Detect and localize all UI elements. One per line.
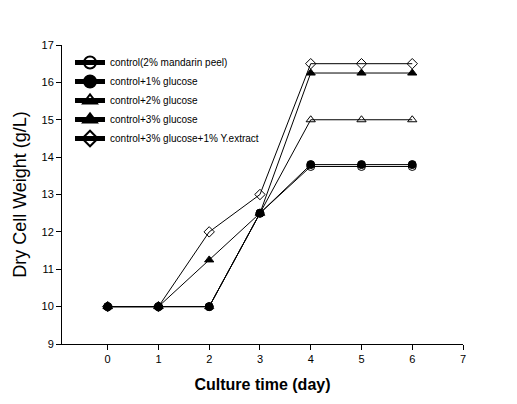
svg-text:16: 16 <box>42 76 54 88</box>
svg-text:11: 11 <box>42 263 53 275</box>
svg-text:control(2% mandarin peel): control(2% mandarin peel) <box>110 57 227 68</box>
svg-text:17: 17 <box>42 39 54 51</box>
svg-text:13: 13 <box>42 188 54 200</box>
svg-text:3: 3 <box>257 353 263 365</box>
svg-text:control+3% glucose: control+3% glucose <box>110 114 198 125</box>
svg-text:15: 15 <box>42 114 54 126</box>
svg-text:control+1% glucose: control+1% glucose <box>110 76 198 87</box>
svg-text:control+2% glucose: control+2% glucose <box>110 95 198 106</box>
svg-text:Dry Cell Weight (g/L): Dry Cell Weight (g/L) <box>10 111 30 278</box>
svg-text:14: 14 <box>42 151 54 163</box>
svg-text:6: 6 <box>409 353 415 365</box>
svg-text:1: 1 <box>155 353 161 365</box>
svg-text:control+3% glucose+1% Y.extrac: control+3% glucose+1% Y.extract <box>110 133 259 144</box>
svg-text:5: 5 <box>358 353 364 365</box>
svg-text:0: 0 <box>105 353 111 365</box>
svg-text:4: 4 <box>308 353 314 365</box>
svg-text:Culture time (day): Culture time (day) <box>194 376 330 393</box>
svg-text:10: 10 <box>42 300 54 312</box>
svg-text:9: 9 <box>48 338 54 350</box>
svg-text:12: 12 <box>42 226 54 238</box>
svg-text:2: 2 <box>206 353 212 365</box>
svg-text:7: 7 <box>460 353 466 365</box>
